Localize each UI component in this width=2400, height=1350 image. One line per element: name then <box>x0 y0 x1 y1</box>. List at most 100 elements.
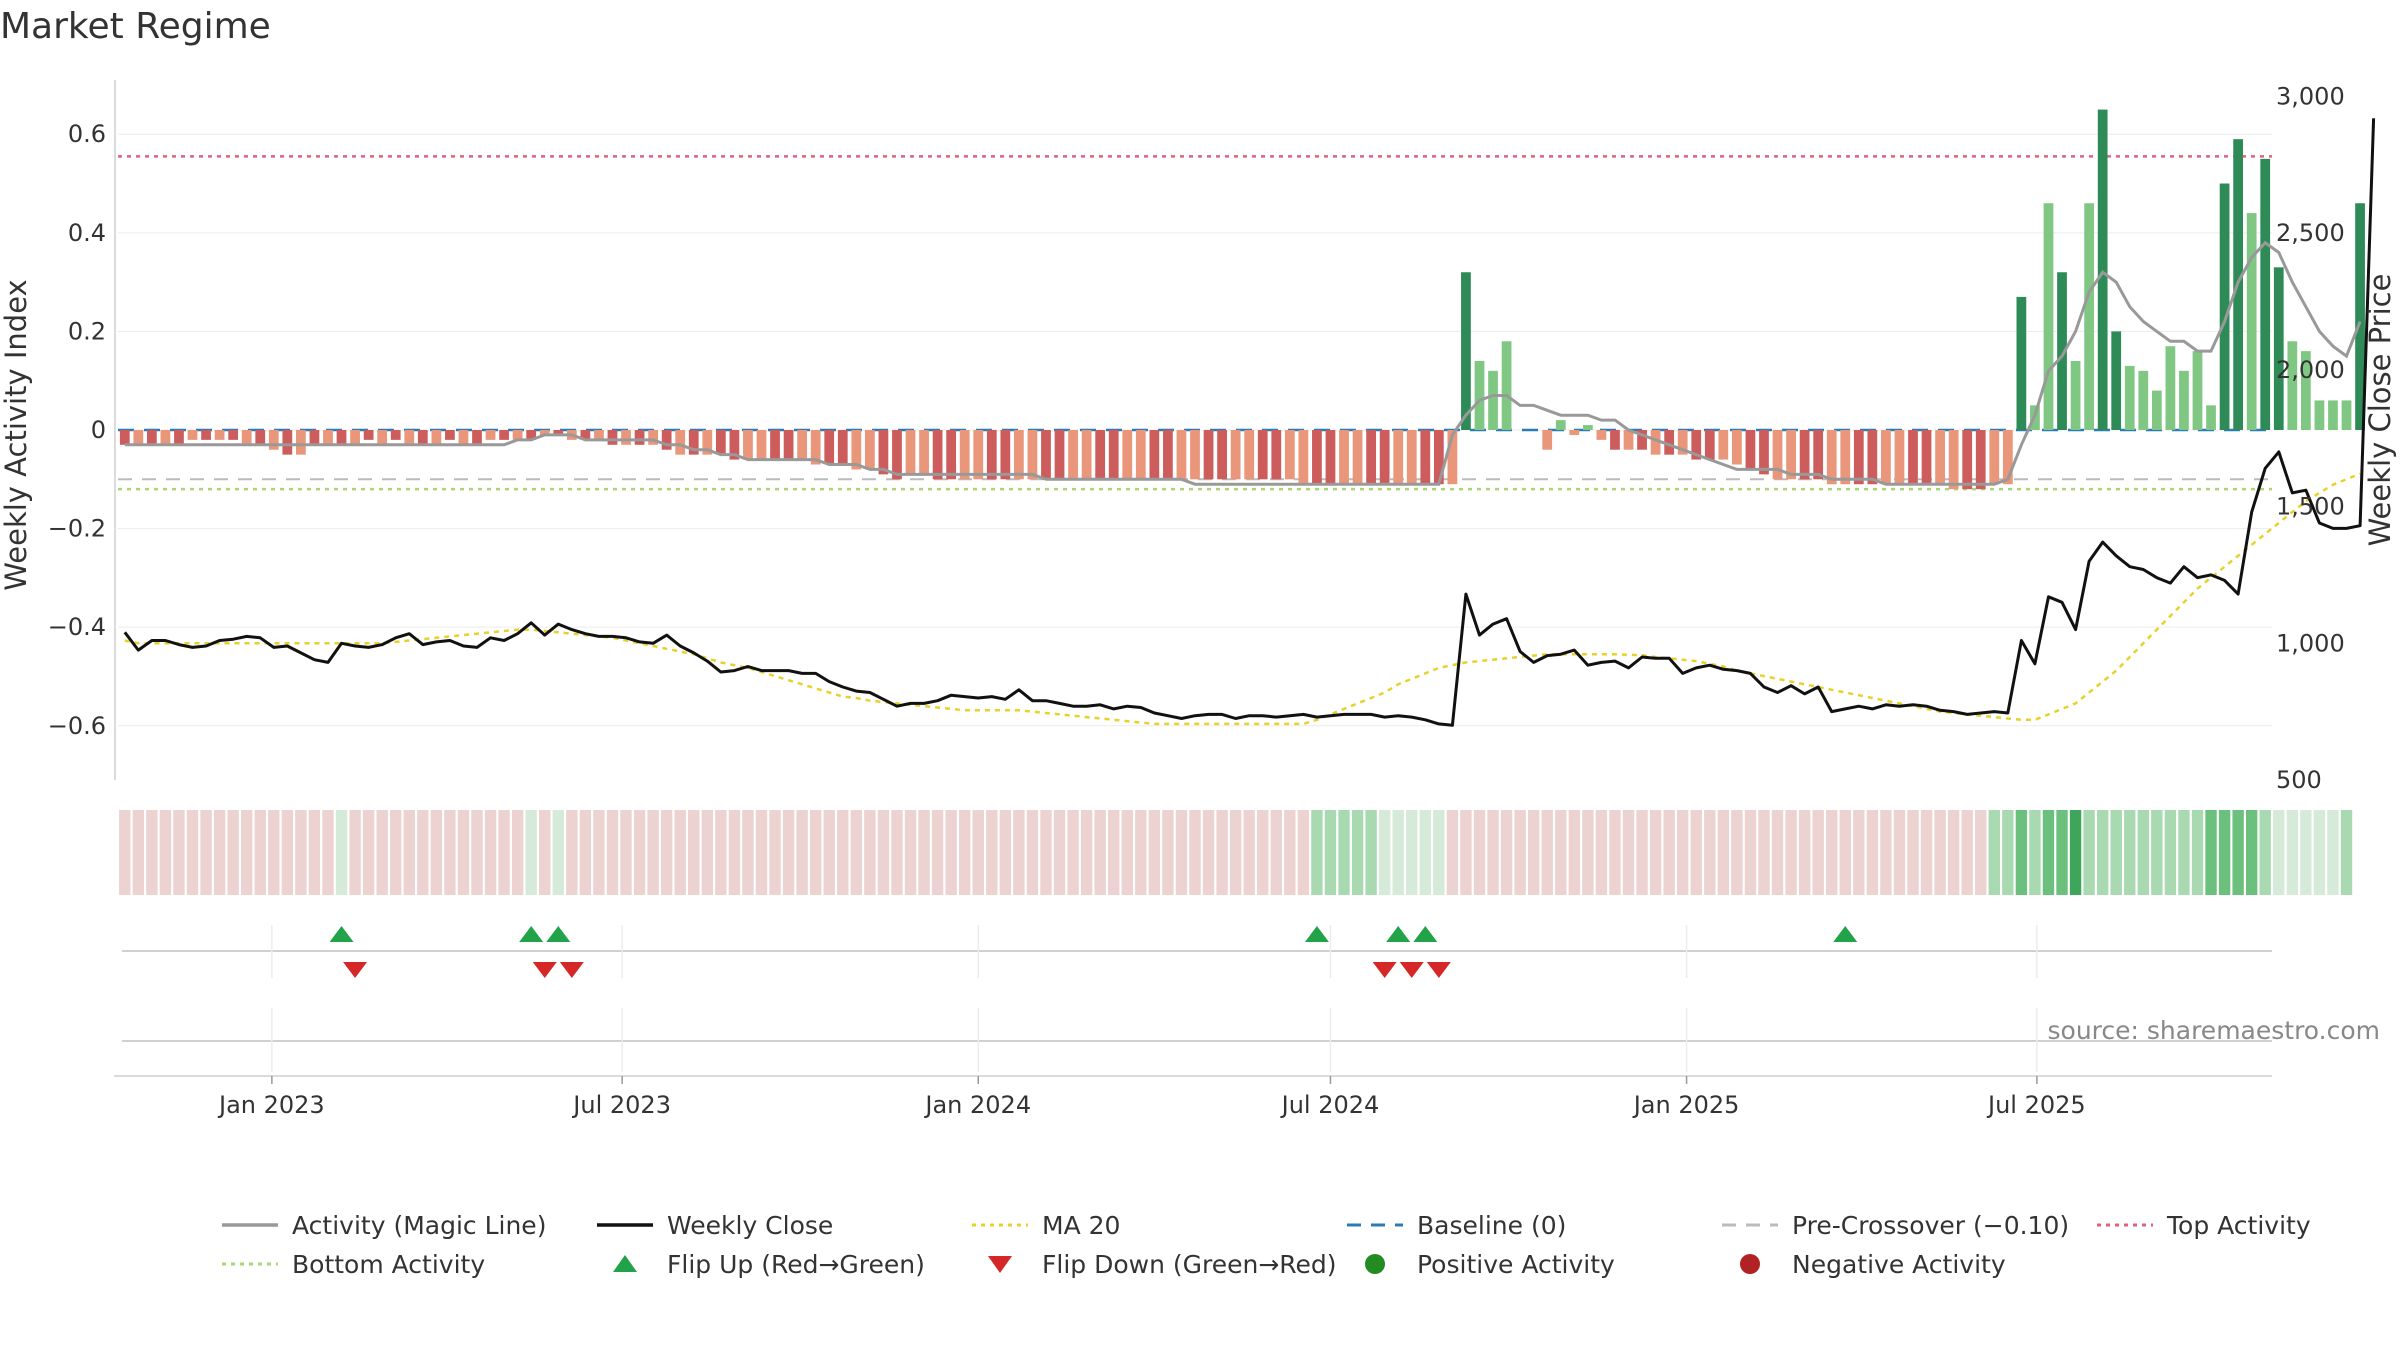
regime-cell <box>1189 810 1201 895</box>
right-tick-label: 1,500 <box>2276 493 2345 521</box>
regime-cell <box>593 810 605 895</box>
activity-bar <box>1461 272 1471 430</box>
legend-label: Positive Activity <box>1417 1250 1615 1279</box>
regime-cell <box>1338 810 1350 895</box>
regime-cell <box>268 810 280 895</box>
activity-bar <box>1501 341 1512 430</box>
right-tick-label: 1,000 <box>2276 629 2345 657</box>
activity-bar <box>350 430 360 445</box>
activity-bar <box>892 430 902 480</box>
regime-cell <box>1270 810 1282 895</box>
activity-bar <box>1881 430 1891 485</box>
legend-item: Flip Down (Green→Red) <box>988 1250 1337 1279</box>
regime-cell <box>1595 810 1608 895</box>
legend-swatch <box>1740 1254 1760 1274</box>
regime-cell <box>471 810 483 895</box>
regime-cell <box>1555 810 1567 895</box>
chart-title: Market Regime <box>0 6 271 47</box>
regime-cell <box>1636 810 1648 895</box>
regime-cell <box>1243 810 1255 895</box>
legend-label: Flip Up (Red→Green) <box>667 1250 925 1279</box>
regime-cell <box>1514 810 1526 895</box>
activity-bar <box>1393 430 1404 485</box>
regime-cell <box>782 810 795 895</box>
activity-bar <box>797 430 808 460</box>
activity-bar <box>309 430 320 445</box>
activity-bar <box>1081 430 1092 480</box>
legend-item: MA 20 <box>972 1211 1120 1240</box>
activity-bar <box>1406 430 1417 485</box>
regime-cell <box>1934 810 1946 895</box>
activity-bar <box>2043 203 2054 430</box>
activity-bar <box>2341 400 2352 430</box>
left-tick-label: −0.6 <box>48 712 106 740</box>
regime-cell <box>2151 810 2163 895</box>
activity-bar <box>417 430 428 445</box>
activity-bar <box>946 430 957 480</box>
regime-cell <box>1446 810 1459 895</box>
left-tick-label: 0.6 <box>68 120 106 148</box>
activity-bar <box>2287 341 2298 430</box>
regime-cell <box>1378 810 1391 895</box>
activity-bar <box>837 430 848 465</box>
activity-bar <box>1542 430 1553 450</box>
activity-bar <box>810 430 821 465</box>
regime-cell <box>2313 810 2326 895</box>
regime-cell <box>213 810 226 895</box>
activity-bar <box>2328 400 2338 430</box>
regime-cell <box>241 810 253 895</box>
activity-bar <box>1691 430 1702 460</box>
activity-bar <box>472 430 482 445</box>
activity-bar <box>1298 430 1309 485</box>
activity-bar <box>119 430 130 445</box>
activity-bar <box>1271 430 1282 480</box>
regime-cell <box>1541 810 1553 895</box>
regime-cell <box>457 810 470 895</box>
activity-bar <box>1637 430 1647 450</box>
regime-cell <box>1988 810 2000 895</box>
activity-bar <box>133 430 144 445</box>
activity-bar <box>296 430 306 455</box>
activity-bar <box>621 430 631 445</box>
legend-label: Top Activity <box>2166 1211 2311 1240</box>
activity-bar <box>146 430 157 445</box>
activity-bar <box>174 430 184 445</box>
activity-bar <box>2057 272 2067 430</box>
regime-cell <box>132 810 145 895</box>
regime-cell <box>1175 810 1188 895</box>
activity-bar <box>1894 430 1905 485</box>
activity-bar <box>1325 430 1336 485</box>
regime-cell <box>986 810 998 895</box>
activity-bar <box>1000 430 1011 480</box>
activity-bar <box>1420 430 1431 485</box>
activity-bar <box>1799 430 1810 480</box>
activity-bar <box>770 430 780 460</box>
regime-cell <box>1717 810 1730 895</box>
legend-label: Negative Activity <box>1792 1250 2006 1279</box>
activity-bar <box>1596 430 1607 440</box>
activity-bar <box>1840 430 1851 485</box>
regime-cell <box>1473 810 1486 895</box>
activity-bar <box>2219 183 2230 430</box>
activity-bar <box>282 430 293 455</box>
regime-cell <box>539 810 551 895</box>
activity-bar <box>715 430 726 455</box>
regime-cell <box>200 810 212 895</box>
regime-cell <box>945 810 957 895</box>
regime-cell <box>2286 810 2299 895</box>
legend-swatch <box>1365 1254 1385 1274</box>
regime-cell <box>755 810 768 895</box>
activity-bar <box>445 430 455 440</box>
regime-cell <box>1229 810 1242 895</box>
regime-cell <box>1758 810 1770 895</box>
regime-cell <box>1324 810 1337 895</box>
activity-bar <box>1989 430 2000 485</box>
activity-bar <box>1068 430 1078 480</box>
regime-cell <box>2232 810 2244 895</box>
regime-cell <box>1704 810 1716 895</box>
regime-cell <box>2042 810 2055 895</box>
regime-strip <box>119 810 2353 895</box>
activity-bar <box>1935 430 1945 485</box>
x-tick-label: Jan 2023 <box>217 1091 325 1119</box>
legend-label: Pre-Crossover (−0.10) <box>1792 1211 2069 1240</box>
